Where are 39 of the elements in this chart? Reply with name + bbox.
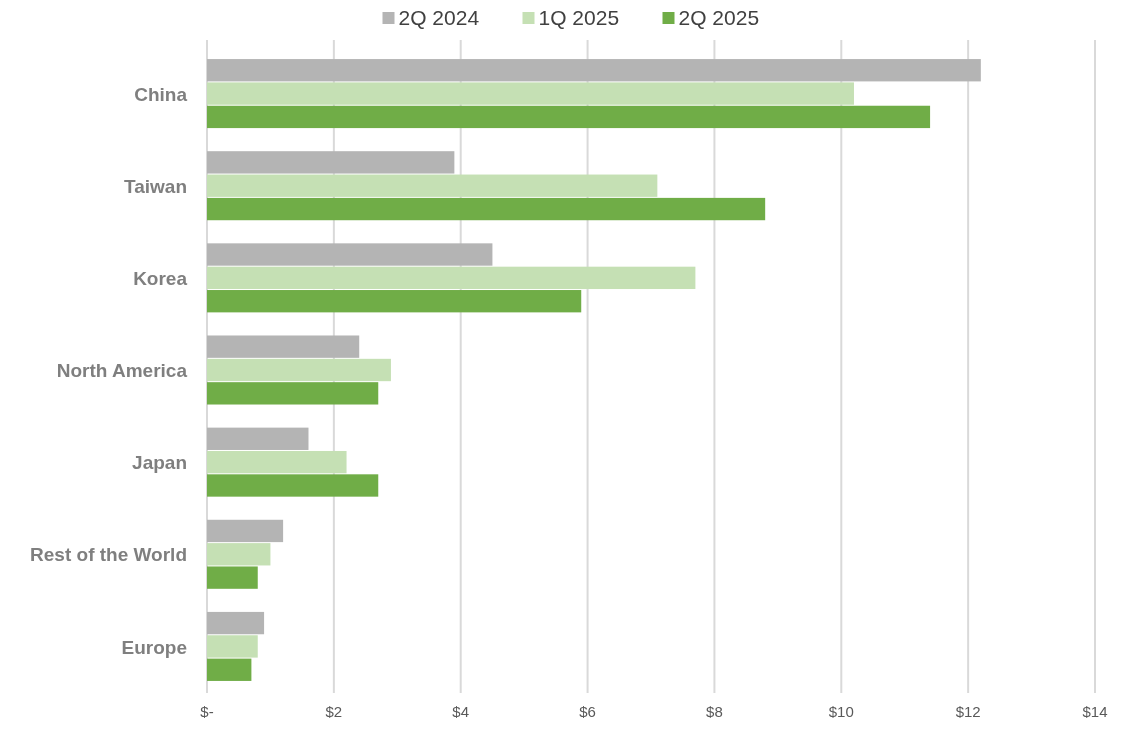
y-tick-label: Europe bbox=[121, 636, 187, 658]
x-tick-label: $2 bbox=[325, 703, 343, 720]
bar bbox=[207, 635, 258, 658]
bar bbox=[207, 197, 766, 221]
bar bbox=[207, 427, 309, 450]
y-tick-label: Taiwan bbox=[124, 175, 187, 197]
bar bbox=[207, 266, 696, 290]
y-tick-label: Rest of the World bbox=[30, 544, 187, 566]
bar bbox=[207, 290, 582, 313]
legend-label: 2Q 2025 bbox=[678, 6, 760, 30]
legend-label: 1Q 2025 bbox=[538, 6, 620, 30]
bar bbox=[207, 82, 854, 105]
y-tick-label: North America bbox=[56, 360, 188, 382]
x-tick-label: $12 bbox=[955, 703, 981, 720]
x-tick-label: $- bbox=[200, 703, 214, 720]
bar bbox=[207, 658, 252, 681]
bar bbox=[207, 151, 455, 174]
y-tick-label: Korea bbox=[133, 268, 188, 290]
bar bbox=[207, 105, 931, 129]
bar bbox=[207, 450, 347, 474]
bar bbox=[207, 59, 981, 82]
x-tick-label: $8 bbox=[706, 703, 723, 720]
bar bbox=[207, 611, 265, 635]
bar bbox=[207, 543, 271, 566]
x-tick-label: $10 bbox=[828, 703, 854, 720]
bar bbox=[207, 566, 258, 589]
bar bbox=[207, 519, 284, 543]
x-tick-label: $6 bbox=[579, 703, 596, 720]
x-tick-label: $4 bbox=[452, 703, 470, 720]
legend-label: 2Q 2024 bbox=[398, 6, 480, 30]
bar bbox=[207, 358, 391, 382]
y-tick-label: China bbox=[134, 83, 188, 105]
x-tick-label: $14 bbox=[1082, 703, 1108, 720]
bar bbox=[207, 382, 379, 405]
y-tick-label: Japan bbox=[132, 452, 187, 474]
bar bbox=[207, 335, 360, 358]
bar bbox=[207, 174, 658, 197]
bar bbox=[207, 474, 379, 497]
bar bbox=[207, 243, 493, 266]
